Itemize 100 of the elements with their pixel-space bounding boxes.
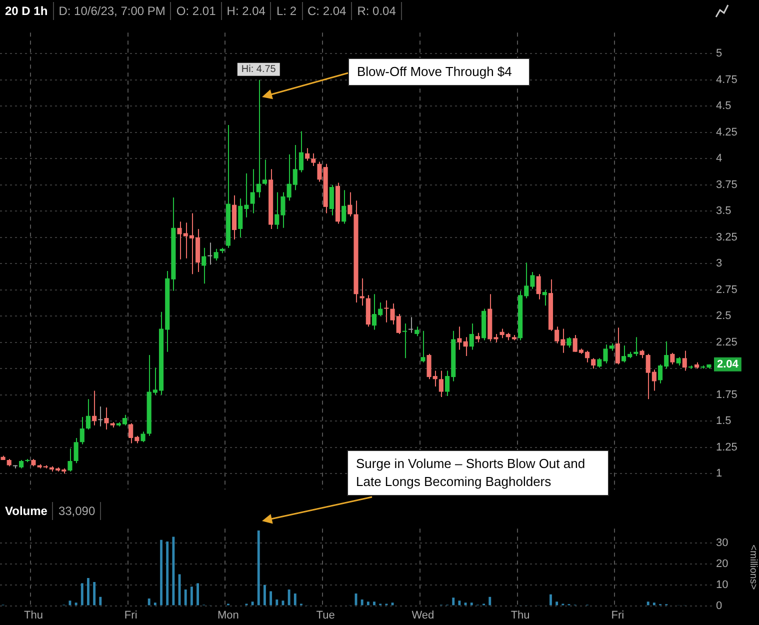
candlestick [92,390,97,426]
bar [196,583,199,606]
candlestick [463,336,468,357]
text: D: 10/6/23, 7:00 PM [54,2,172,20]
candlestick [104,406,109,430]
y-tick-label: 10 [716,578,728,591]
bar [160,540,162,606]
bar [294,593,296,606]
bar [646,602,650,606]
y-tick-label: 3.5 [716,205,732,218]
candlestick [402,322,407,359]
x-tick-label: Fri [124,609,138,622]
bar [391,602,394,606]
candlestick [542,289,547,306]
candlestick [360,278,364,306]
y-tick-label: 2.75 [716,284,738,296]
text: 33,090 [53,502,102,520]
text: 20 D 1h [0,2,54,20]
bar [184,590,187,606]
bar [373,602,376,606]
bar [550,594,552,606]
candlestick [615,327,620,365]
candlestick [311,152,316,166]
candlestick [250,168,255,214]
bar [366,602,370,606]
candlestick [329,184,334,216]
candlestick [408,316,414,334]
bar [148,598,150,606]
candlestick [536,274,541,300]
y-tick-label: 2.25 [716,336,738,348]
text: C: 2.04 [302,2,352,20]
bar [288,590,290,606]
candlestick [384,300,389,323]
candlestick [682,350,687,372]
candlestick [208,242,212,266]
y-tick-label: 1.75 [716,388,738,401]
candlestick [305,148,310,162]
annotation: 2.04 [717,358,740,370]
y-tick-label: 1.5 [716,415,732,428]
bar [488,596,492,606]
candlestick [74,437,78,464]
bar [166,542,169,606]
x-tick-label: Mon [218,609,239,622]
candlestick [591,358,596,370]
text: O: 2.01 [171,2,222,20]
bar [464,602,467,606]
bar [556,602,558,606]
bar [87,578,90,606]
x-tick-label: Tue [316,609,335,622]
candlestick [457,326,462,350]
y-tick-label: 1 [716,468,722,480]
y-tick-label: 3.75 [716,178,738,191]
bar [93,582,96,606]
bar [470,602,473,606]
x-tick-label: Wed [412,609,434,622]
bar [257,530,260,606]
y-tick-label: 1.25 [716,441,738,454]
candlestick [475,332,480,343]
candlestick [68,448,72,472]
candlestick [202,247,206,284]
bar [360,600,364,606]
annotation: Hi: 4.75 [241,64,276,76]
candlestick [98,406,103,427]
bar [74,602,78,606]
bar [251,602,254,606]
x-tick-label: Thu [24,609,43,622]
candlestick [262,159,267,186]
text: H: 2.04 [222,2,272,20]
candlestick [342,190,346,224]
candlestick [566,336,572,348]
bar [458,600,461,606]
bar [270,591,272,606]
bar [99,596,102,606]
y-tick-label: 3 [716,258,722,270]
annotation: Surge in Volume – Shorts Blow Out and Late Longs Becoming Bagholders [347,450,609,496]
bar [276,600,278,606]
x-tick-label: Thu [510,609,530,622]
candlestick [140,431,146,443]
bar [172,536,175,606]
candlestick [214,248,218,261]
y-tick-label: 0 [716,600,722,612]
y-axis-title: <millions> [747,544,758,590]
y-tick-label: 2.5 [716,310,732,322]
candlestick [80,416,84,445]
candlestick [86,398,91,430]
bar [652,602,656,606]
bar [154,602,156,606]
y-tick-label: 3.25 [716,231,738,244]
y-tick-label: 4.5 [716,100,732,112]
y-tick-label: 20 [716,558,728,570]
y-tick-label: 4.25 [716,126,738,138]
y-tick-label: 5 [716,48,722,60]
y-tick-label: 30 [716,537,728,550]
candlestick [256,79,261,198]
text: L: 2 [271,2,302,20]
x-tick-label: Fri [611,609,624,622]
y-tick-label: 4.75 [716,74,738,86]
candlestick [348,192,352,217]
bar [452,598,455,606]
candlestick [414,326,420,337]
